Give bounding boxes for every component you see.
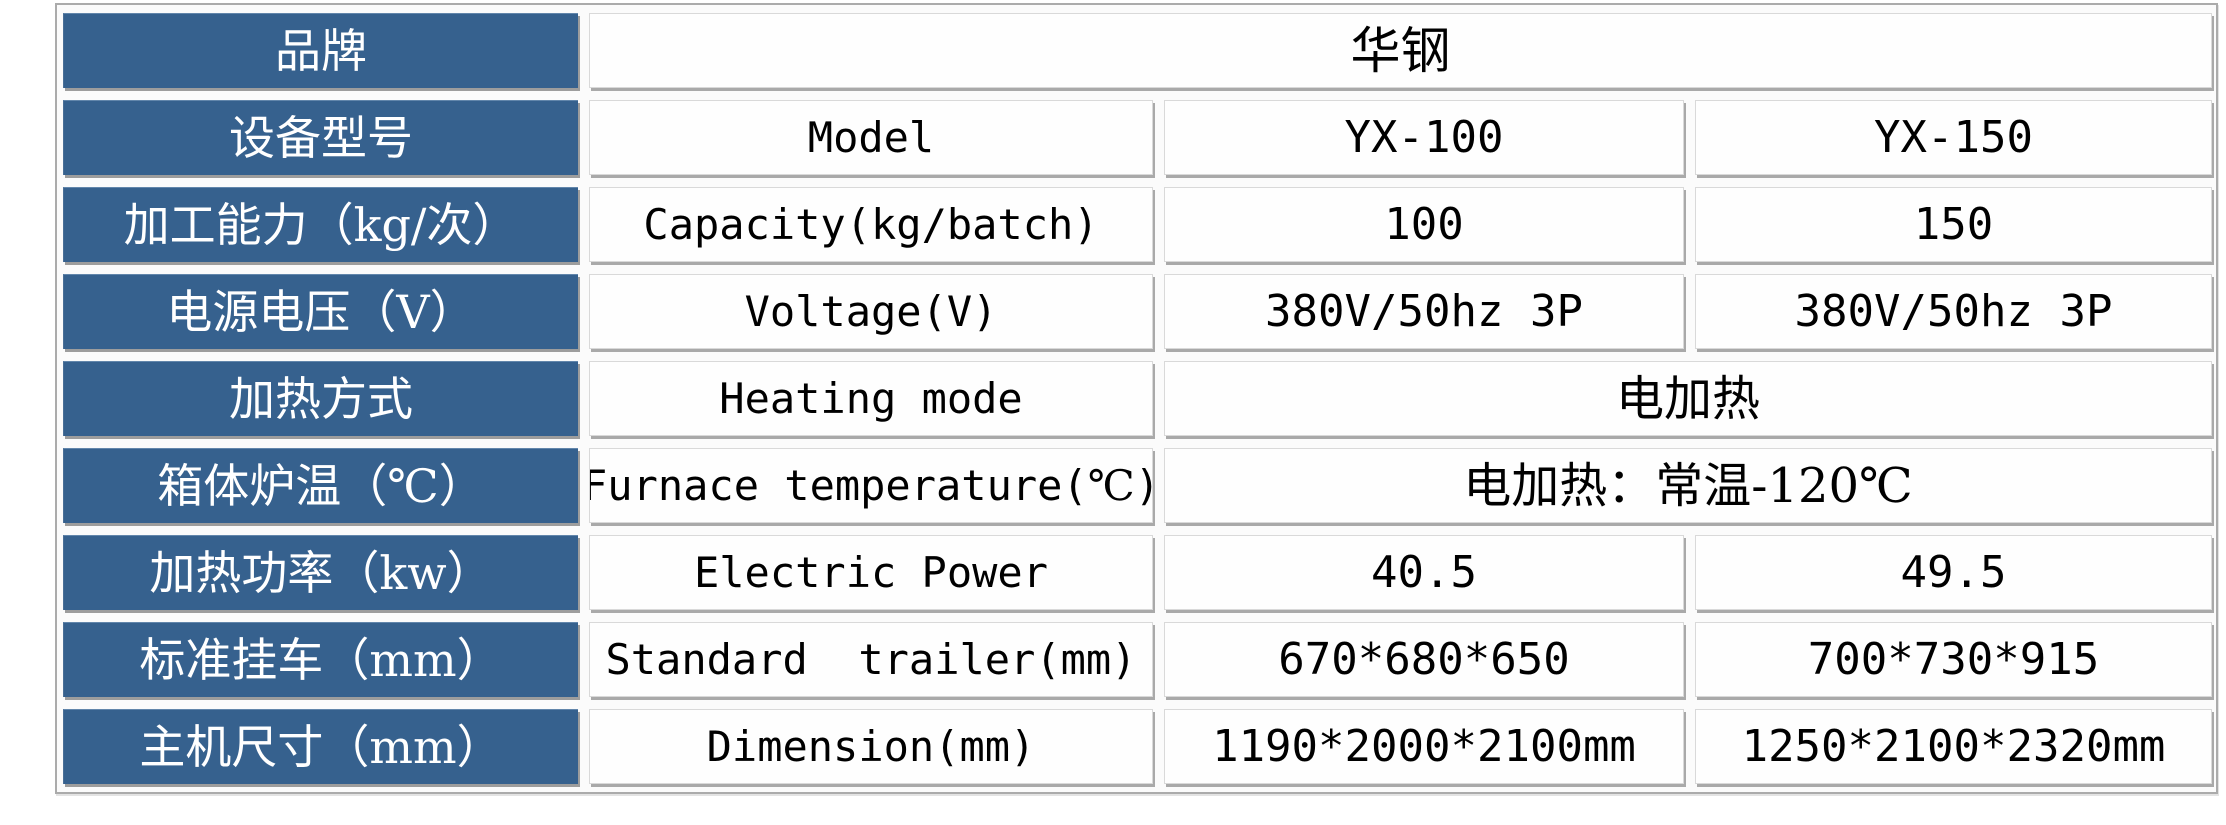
value-dimension-2: 1250*2100*2320mm [1695,709,2212,784]
value-electric-power-2: 49.5 [1695,535,2212,610]
value-standard-trailer-1: 670*680*650 [1164,622,1684,697]
value-capacity-1: 100 [1164,187,1684,262]
label-brand: 品牌 [63,13,578,88]
value-standard-trailer-2: 700*730*915 [1695,622,2212,697]
spec-table: 品牌 华钢 设备型号 Model YX-100 YX-150 加工能力（kg/次… [63,13,2212,784]
value-dimension-1: 1190*2000*2100mm [1164,709,1684,784]
value-model-1: YX-100 [1164,100,1684,175]
label-furnace-temp: 箱体炉温（℃） [63,448,578,523]
label-voltage: 电源电压（V） [63,274,578,349]
label-model: 设备型号 [63,100,578,175]
label-standard-trailer: 标准挂车（mm） [63,622,578,697]
label-heating-mode: 加热方式 [63,361,578,436]
label-electric-power: 加热功率（kw） [63,535,578,610]
label-heating-mode-en: Heating mode [589,361,1153,436]
value-furnace-temp: 电加热：常温-120℃ [1164,448,2212,523]
label-model-en: Model [589,100,1153,175]
value-brand: 华钢 [589,13,2212,88]
value-voltage-2: 380V/50hz 3P [1695,274,2212,349]
label-dimension-en: Dimension(mm) [589,709,1153,784]
value-model-2: YX-150 [1695,100,2212,175]
value-capacity-2: 150 [1695,187,2212,262]
label-capacity-en: Capacity(kg/batch) [589,187,1153,262]
value-voltage-1: 380V/50hz 3P [1164,274,1684,349]
label-dimension: 主机尺寸（mm） [63,709,578,784]
label-capacity: 加工能力（kg/次） [63,187,578,262]
value-electric-power-1: 40.5 [1164,535,1684,610]
spec-table-frame: 品牌 华钢 设备型号 Model YX-100 YX-150 加工能力（kg/次… [55,3,2218,794]
label-standard-trailer-en: Standard trailer(mm) [589,622,1153,697]
label-electric-power-en: Electric Power [589,535,1153,610]
label-furnace-temp-en: Furnace temperature(℃) [589,448,1153,523]
value-heating-mode: 电加热 [1164,361,2212,436]
label-voltage-en: Voltage(V) [589,274,1153,349]
